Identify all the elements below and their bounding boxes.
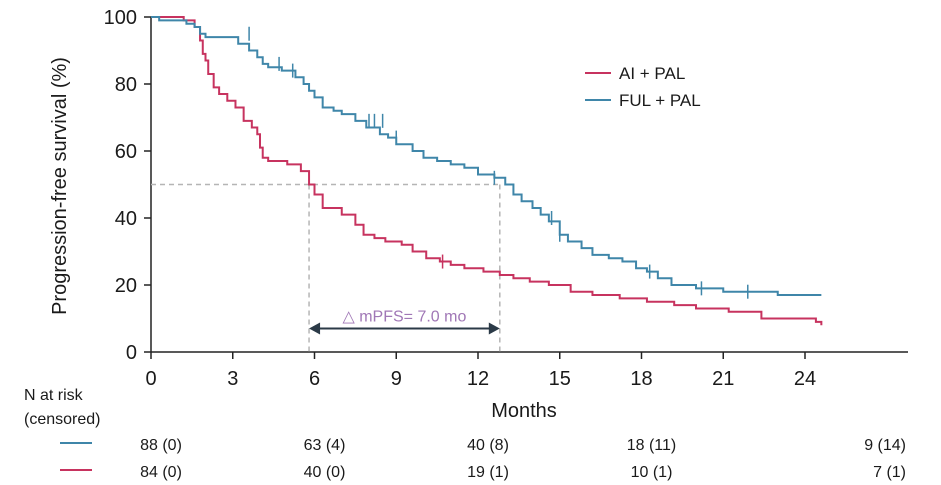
censor-marks	[248, 26, 749, 299]
x-axis-group: Months	[151, 351, 908, 422]
survival-curve-ful-pal	[151, 16, 822, 297]
risk-cell: 40 (8)	[467, 437, 509, 454]
mpfs-arrowhead-right	[488, 322, 500, 335]
y-axis-group: Progression-free survival (%)	[49, 17, 152, 352]
risk-cell: 88 (0)	[140, 437, 182, 454]
y-tick-label: 80	[115, 74, 137, 96]
x-tick-label: 12	[467, 368, 489, 390]
mpfs-arrowhead-left	[309, 322, 321, 335]
risk-cell: 18 (11)	[627, 437, 677, 454]
risk-header-line1: N at risk	[24, 387, 84, 404]
risk-cell: 9 (14)	[864, 437, 906, 454]
risk-cell: 84 (0)	[140, 464, 182, 481]
risk-cell: 19 (1)	[467, 464, 509, 481]
x-tick-label: 15	[549, 368, 571, 390]
y-tick-label: 60	[115, 141, 137, 163]
x-tick-label: 18	[630, 368, 652, 390]
y-tick-label: 100	[104, 7, 137, 29]
legend: AI + PAL FUL + PAL	[585, 64, 701, 110]
risk-cells: 88 (0) 63 (4) 40 (8) 18 (11) 9 (14) 84 (0) 40 …	[140, 437, 906, 481]
x-tick-label: 21	[712, 368, 734, 390]
mpfs-label: △ mPFS= 7.0 mo	[342, 309, 466, 326]
mpfs-annotation: △ mPFS= 7.0 mo	[309, 309, 500, 335]
median-reference-lines	[151, 183, 501, 352]
x-tick-label: 0	[145, 368, 156, 390]
y-axis-label: Progression-free survival (%)	[49, 57, 71, 315]
legend-label-ful-pal: FUL + PAL	[619, 91, 701, 110]
legend-label-ai-pal: AI + PAL	[619, 64, 685, 83]
axis-ticks: 0 20 40 60 80 100 0 3 6 9 12 15 18 21 24	[104, 7, 817, 390]
survival-curve-ai-pal	[151, 16, 823, 326]
x-tick-label: 6	[309, 368, 320, 390]
y-tick-label: 0	[126, 342, 137, 364]
y-tick-label: 40	[115, 208, 137, 230]
risk-table: N at risk (censored) 88 (0) 63 (4) 40 (8) 1…	[24, 387, 906, 481]
risk-cell: 40 (0)	[304, 464, 346, 481]
x-tick-label: 9	[391, 368, 402, 390]
survival-curves	[151, 16, 823, 326]
risk-cell: 10 (1)	[631, 464, 673, 481]
risk-header-line2: (censored)	[24, 411, 100, 428]
x-tick-label: 3	[227, 368, 238, 390]
risk-cell: 7 (1)	[873, 464, 906, 481]
risk-cell: 63 (4)	[304, 437, 346, 454]
x-axis-label: Months	[491, 400, 557, 422]
x-tick-label: 24	[794, 368, 816, 390]
y-tick-label: 20	[115, 275, 137, 297]
